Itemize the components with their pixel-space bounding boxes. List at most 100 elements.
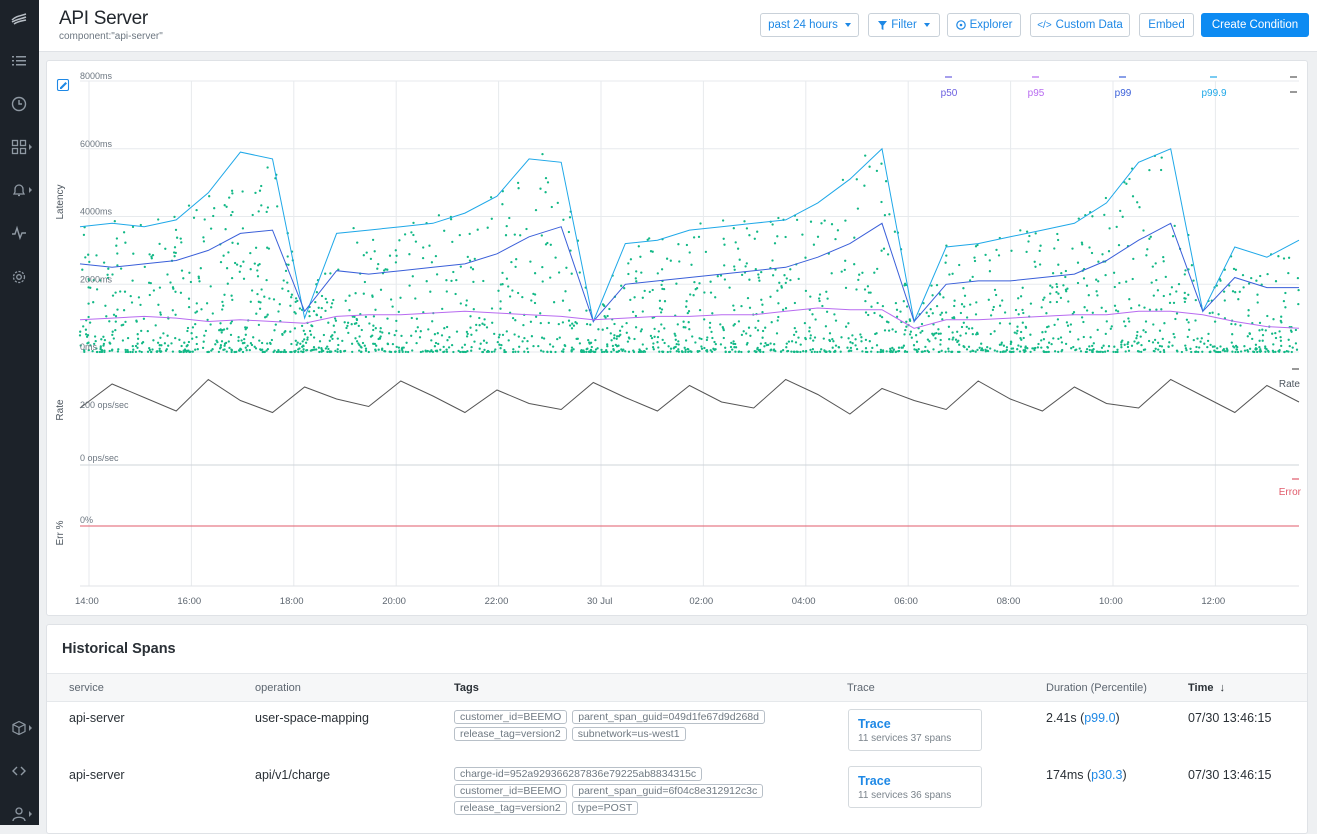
tag[interactable]: type=POST — [571, 801, 639, 815]
code-icon[interactable] — [8, 760, 30, 782]
scatter-point — [681, 350, 684, 354]
scatter-point — [546, 241, 549, 245]
tag[interactable]: release_tag=version2 — [454, 801, 567, 815]
bell-icon[interactable] — [8, 179, 32, 201]
trace-link[interactable]: Trace 11 services 36 spans — [848, 766, 982, 808]
arrow-down-icon: ↓ — [1219, 682, 1226, 694]
scatter-point — [318, 350, 321, 354]
dashboard-icon[interactable] — [8, 136, 32, 158]
scatter-point — [517, 350, 520, 353]
scatter-point — [151, 348, 154, 351]
scatter-point — [421, 256, 425, 260]
column-duration[interactable]: Duration (Percentile) — [1046, 682, 1147, 694]
scatter-point — [1064, 269, 1068, 273]
create-condition-button[interactable]: Create Condition — [1201, 13, 1309, 37]
scatter-point — [300, 350, 303, 353]
tag[interactable]: parent_span_guid=049d1fe67d9d268d — [572, 710, 765, 724]
tag[interactable]: parent_span_guid=6f04c8e312912c3c — [572, 784, 764, 798]
scatter-point — [585, 309, 588, 312]
box-icon[interactable] — [8, 717, 32, 739]
tag[interactable]: customer_id=BEEMO — [454, 784, 568, 798]
tag[interactable]: release_tag=version2 — [454, 727, 567, 741]
scatter-point — [855, 347, 859, 351]
scatter-point — [221, 329, 224, 332]
percentile-link[interactable]: p99.0 — [1084, 711, 1116, 725]
scatter-point — [470, 345, 473, 349]
column-time[interactable]: Time ↓ — [1188, 682, 1225, 694]
scatter-point — [511, 350, 515, 354]
scatter-point — [136, 346, 139, 349]
explorer-button[interactable]: Explorer — [947, 13, 1021, 37]
scatter-point — [818, 293, 822, 296]
tag[interactable]: customer_id=BEEMO — [454, 710, 568, 724]
scatter-point — [1158, 329, 1162, 332]
logo-icon[interactable] — [8, 7, 30, 29]
scatter-point — [1082, 335, 1085, 339]
scatter-point — [360, 328, 363, 332]
scatter-point — [975, 301, 978, 304]
scatter-point — [463, 343, 467, 346]
embed-button[interactable]: Embed — [1139, 13, 1194, 37]
scatter-point — [703, 291, 706, 294]
scatter-point — [298, 347, 301, 350]
scatter-point — [678, 260, 681, 263]
pulse-icon[interactable] — [8, 222, 30, 244]
scatter-point — [1295, 348, 1299, 351]
scatter-point — [843, 268, 846, 272]
scatter-point — [469, 266, 473, 269]
scatter-point — [483, 318, 486, 321]
scatter-point — [1156, 289, 1160, 292]
scatter-point — [795, 350, 798, 353]
scatter-point — [1064, 342, 1068, 346]
user-icon[interactable] — [8, 803, 32, 825]
scatter-point — [593, 350, 596, 354]
custom-data-button[interactable]: </> Custom Data — [1030, 13, 1130, 37]
percentile-link[interactable]: p30.3 — [1091, 768, 1123, 782]
edit-icon[interactable] — [56, 78, 70, 92]
scatter-point — [733, 308, 736, 312]
scatter-point — [117, 348, 120, 351]
scatter-point — [139, 223, 142, 227]
scatter-point — [578, 271, 581, 274]
tag[interactable]: subnetwork=us-west1 — [571, 727, 686, 741]
scatter-point — [826, 297, 829, 300]
scatter-point — [947, 325, 951, 328]
tag[interactable]: charge-id=952a929366287836e79225ab883431… — [454, 767, 703, 781]
scatter-point — [783, 274, 786, 277]
scatter-point — [84, 256, 87, 259]
scatter-point — [158, 286, 162, 289]
scatter-point — [401, 349, 404, 352]
scatter-point — [971, 332, 974, 336]
scatter-point — [430, 339, 433, 342]
filter-dropdown[interactable]: Filter — [868, 13, 940, 37]
time-range-dropdown[interactable]: past 24 hours — [760, 13, 859, 37]
scatter-point — [740, 304, 743, 308]
column-service[interactable]: service — [69, 682, 104, 694]
scatter-point — [1017, 344, 1020, 347]
list-icon[interactable] — [8, 50, 30, 72]
scatter-point — [756, 347, 759, 351]
scatter-point — [790, 340, 794, 343]
gear-icon[interactable] — [8, 266, 30, 288]
scatter-point — [769, 342, 772, 345]
latency-chart[interactable]: 14:00 16:00 18:00 20:00 22:00 30 Jul 02:00 04:0… — [47, 61, 1309, 617]
column-operation[interactable]: operation — [255, 682, 301, 694]
scatter-point — [243, 337, 246, 341]
scatter-point — [496, 340, 499, 344]
scatter-point — [1000, 341, 1003, 344]
scatter-point — [1247, 282, 1251, 285]
clock-icon[interactable] — [8, 93, 30, 115]
scatter-point — [283, 331, 286, 334]
scatter-point — [859, 333, 862, 336]
scatter-point — [290, 296, 293, 299]
scatter-point — [1091, 344, 1094, 348]
scatter-point — [1188, 328, 1191, 331]
trace-link[interactable]: Trace 11 services 37 spans — [848, 709, 982, 751]
scatter-point — [613, 334, 616, 337]
scatter-point — [180, 344, 183, 348]
scatter-point — [810, 350, 813, 354]
scatter-point — [1077, 217, 1080, 220]
scatter-point — [92, 301, 95, 304]
scatter-point — [1198, 346, 1201, 349]
scatter-point — [203, 218, 206, 221]
